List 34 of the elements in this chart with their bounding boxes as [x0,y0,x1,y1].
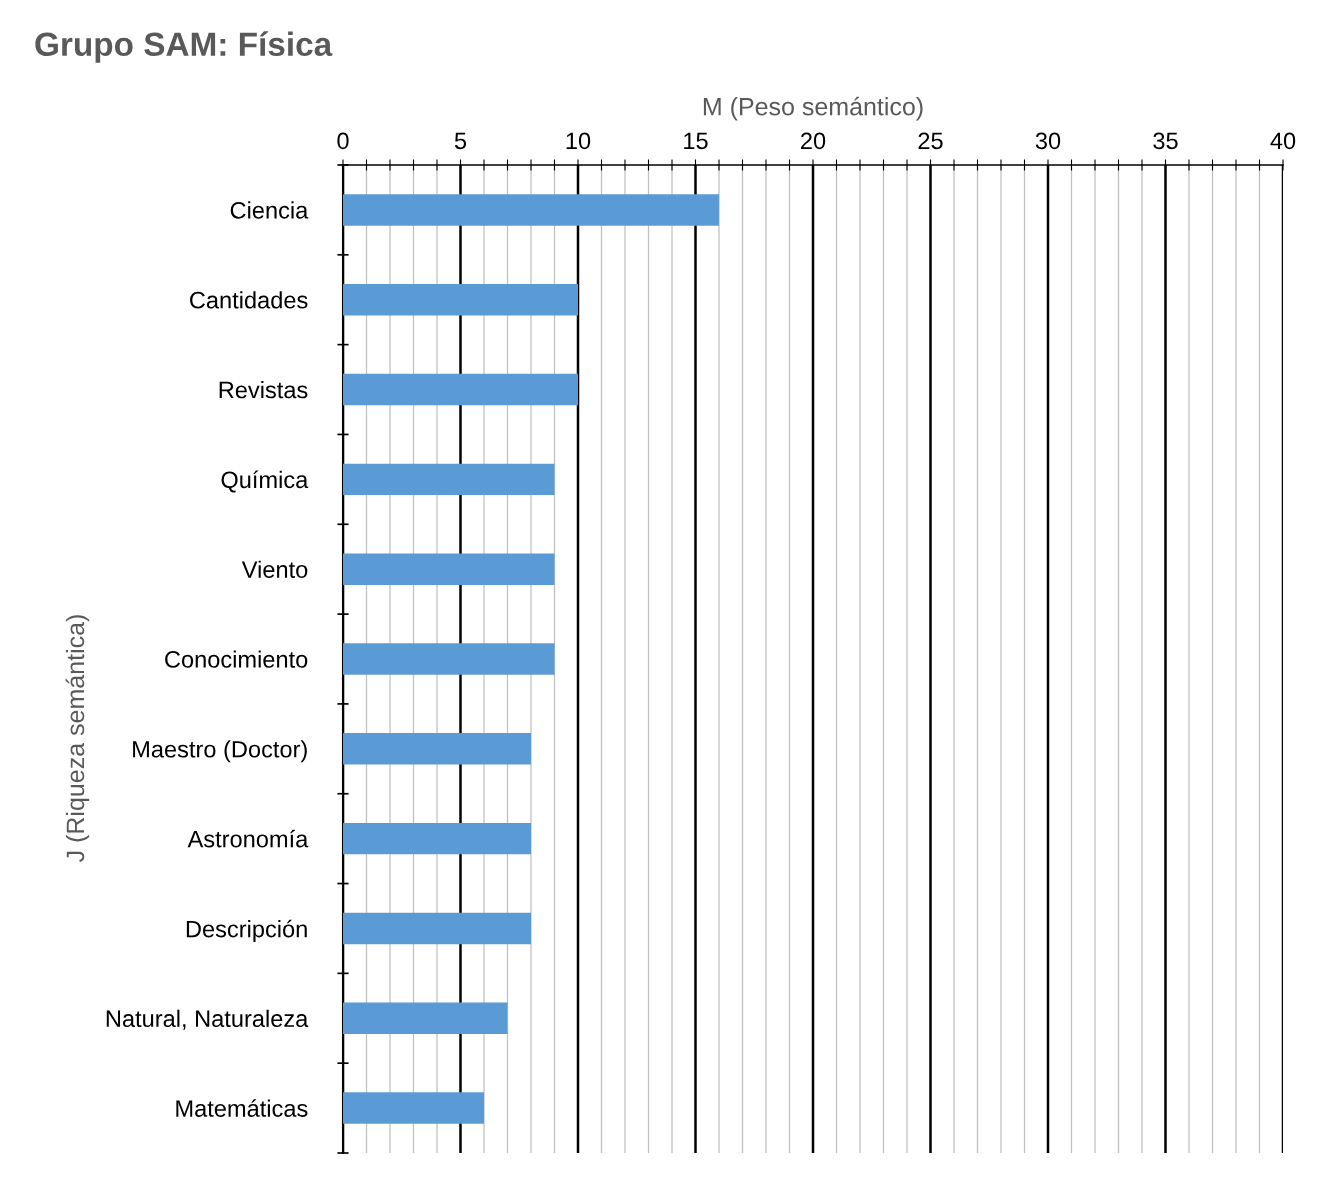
y-tick-label: Astronomía [187,829,309,848]
y-tick-label: Química [221,470,309,493]
y-tick-label: Viento [241,560,308,578]
x-axis-title: M (Peso semántico) [703,96,923,121]
bar [343,1002,508,1034]
bar [343,643,555,675]
bar [343,733,531,765]
bar [343,284,578,316]
x-tick-label: 5 [454,132,467,150]
x-tick-label: 10 [566,132,591,150]
y-tick-label: Natural, Naturaleza [106,1009,309,1030]
bar [343,822,531,855]
y-tick-label: Cantidades [190,291,308,309]
chart-title: Grupo SAM: Física [35,31,333,63]
y-tick-label: Matemáticas [176,1099,308,1117]
x-tick-label: 0 [337,132,349,150]
bar [343,1092,484,1124]
x-tick-label: 40 [1270,132,1296,150]
bar [343,194,719,226]
x-tick-label: 35 [1153,132,1178,150]
bar [343,463,555,496]
y-axis-title: J (Riqueza semántica) [65,615,90,862]
y-tick-label: Descripción [186,919,307,943]
y-tick-label: Revistas [219,380,308,399]
x-tick-label: 20 [801,132,826,150]
x-tick-label: 25 [918,132,943,150]
x-tick-label: 30 [1035,132,1061,150]
bar [343,553,555,585]
y-tick-label: Conocimiento [165,650,308,668]
x-tick-label: 15 [684,132,708,150]
bar [343,373,578,406]
bar [343,912,531,945]
y-tick-label: Ciencia [230,201,309,219]
y-tick-label: Maestro (Doctor) [133,740,307,763]
